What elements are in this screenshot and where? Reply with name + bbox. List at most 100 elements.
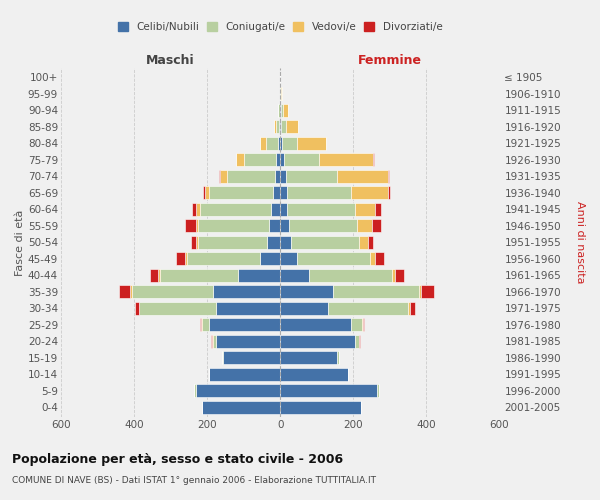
Bar — [357, 220, 371, 232]
Bar — [368, 236, 373, 249]
Bar — [280, 269, 310, 282]
Bar — [287, 186, 352, 200]
Bar — [269, 220, 280, 232]
Bar — [280, 170, 286, 183]
Bar — [277, 154, 280, 166]
Bar — [236, 154, 244, 166]
Bar — [193, 203, 196, 216]
Bar — [352, 186, 388, 200]
Bar — [375, 252, 385, 266]
Bar — [337, 352, 338, 364]
Bar — [280, 203, 287, 216]
Bar — [280, 186, 287, 200]
Bar — [216, 302, 280, 315]
Bar — [260, 137, 266, 150]
Bar — [280, 335, 355, 348]
Bar — [268, 236, 280, 249]
Bar — [410, 302, 415, 315]
Bar — [244, 154, 277, 166]
Bar — [176, 252, 185, 266]
Bar — [200, 318, 201, 332]
Bar — [280, 401, 361, 414]
Bar — [388, 170, 389, 183]
Bar — [281, 120, 286, 134]
Bar — [286, 170, 337, 183]
Bar — [377, 384, 379, 398]
Bar — [280, 120, 281, 134]
Bar — [271, 203, 280, 216]
Bar — [203, 186, 205, 200]
Bar — [185, 252, 187, 266]
Bar — [296, 252, 370, 266]
Bar — [284, 154, 319, 166]
Bar — [223, 352, 280, 364]
Bar — [337, 170, 388, 183]
Bar — [200, 203, 271, 216]
Bar — [375, 203, 380, 216]
Bar — [202, 318, 209, 332]
Bar — [196, 203, 200, 216]
Bar — [196, 236, 198, 249]
Bar — [296, 137, 326, 150]
Bar — [419, 286, 421, 298]
Bar — [362, 318, 363, 332]
Bar — [238, 269, 280, 282]
Bar — [280, 88, 281, 101]
Y-axis label: Fasce di età: Fasce di età — [15, 209, 25, 276]
Bar — [119, 286, 130, 298]
Bar — [359, 236, 368, 249]
Bar — [139, 302, 216, 315]
Bar — [280, 368, 348, 381]
Bar — [280, 318, 352, 332]
Bar — [280, 286, 333, 298]
Bar — [216, 335, 280, 348]
Bar — [209, 318, 280, 332]
Bar — [187, 252, 260, 266]
Bar — [363, 318, 364, 332]
Bar — [280, 252, 296, 266]
Bar — [373, 154, 374, 166]
Bar — [196, 384, 280, 398]
Bar — [198, 236, 268, 249]
Bar — [280, 302, 328, 315]
Bar — [209, 368, 280, 381]
Bar — [219, 170, 220, 183]
Bar — [370, 252, 375, 266]
Bar — [227, 170, 275, 183]
Bar — [135, 302, 139, 315]
Text: Popolazione per età, sesso e stato civile - 2006: Popolazione per età, sesso e stato civil… — [12, 452, 343, 466]
Text: Femmine: Femmine — [358, 54, 422, 66]
Bar — [328, 302, 408, 315]
Bar — [198, 220, 269, 232]
Bar — [185, 220, 196, 232]
Bar — [158, 269, 160, 282]
Bar — [421, 286, 434, 298]
Bar — [289, 220, 357, 232]
Legend: Celibi/Nubili, Coniugati/e, Vedovi/e, Divorziati/e: Celibi/Nubili, Coniugati/e, Vedovi/e, Di… — [116, 20, 445, 34]
Bar — [286, 120, 298, 134]
Bar — [209, 186, 273, 200]
Bar — [212, 335, 216, 348]
Bar — [260, 252, 280, 266]
Bar — [130, 286, 132, 298]
Bar — [355, 335, 359, 348]
Y-axis label: Anni di nascita: Anni di nascita — [575, 201, 585, 283]
Bar — [220, 170, 227, 183]
Bar — [282, 137, 296, 150]
Bar — [151, 269, 158, 282]
Bar — [278, 104, 280, 117]
Bar — [283, 104, 288, 117]
Bar — [319, 154, 373, 166]
Bar — [359, 335, 360, 348]
Bar — [388, 186, 390, 200]
Bar — [212, 286, 280, 298]
Bar — [266, 137, 278, 150]
Bar — [281, 104, 283, 117]
Bar — [201, 318, 202, 332]
Bar — [280, 104, 281, 117]
Bar — [280, 137, 282, 150]
Bar — [355, 203, 375, 216]
Bar — [221, 352, 223, 364]
Bar — [392, 269, 395, 282]
Bar — [280, 154, 284, 166]
